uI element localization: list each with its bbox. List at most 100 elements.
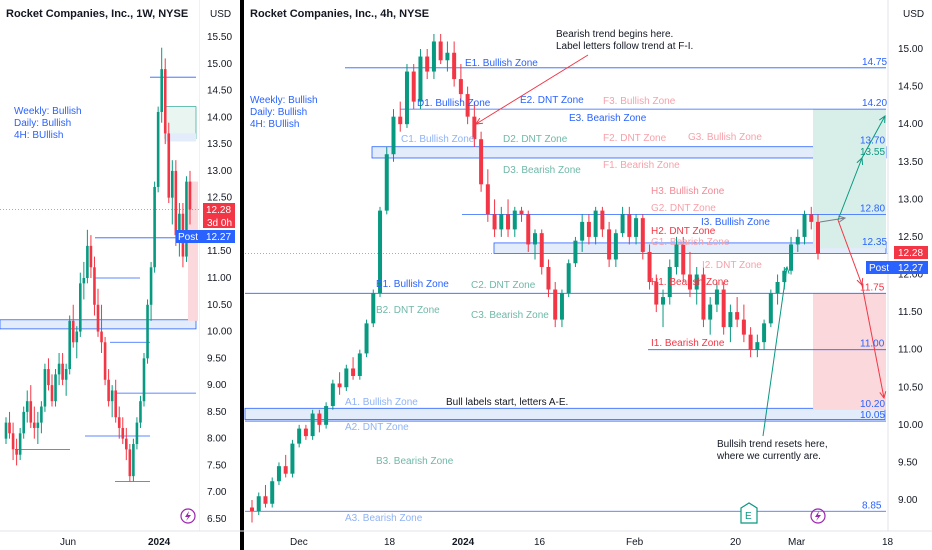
4h-candle (748, 327, 753, 358)
weekly-chart-pane[interactable]: Rocket Companies, Inc., 1W, NYSE Weekly:… (0, 0, 238, 531)
weekly-candle (40, 401, 43, 434)
4h-candle (546, 259, 551, 298)
4h-lightning-glyph (815, 511, 821, 521)
4h-zone-label-h2: H2. DNT Zone (651, 226, 716, 237)
weekly-candle-body (142, 358, 146, 402)
4h-candle-body (681, 244, 686, 275)
weekly-candle-body (188, 181, 192, 210)
weekly-candle-body (40, 406, 43, 423)
4h-level-value: 13.55 (860, 147, 885, 158)
4h-candle (330, 379, 335, 410)
4h-candle (438, 33, 443, 65)
4h-level-value: 14.20 (862, 98, 887, 109)
forecast-arrow-down-1 (837, 219, 863, 286)
4h-post-value: 12.27 (898, 263, 923, 274)
weekly-candle-body (15, 449, 18, 455)
bearish-note-arrow-head (475, 117, 484, 125)
weekly-candle (4, 417, 8, 445)
weekly-candle-body (100, 331, 103, 343)
4h-zone-label-i3: I3. Bullish Zone (701, 217, 770, 228)
4h-candle-body (465, 94, 470, 117)
4h-candle (418, 49, 423, 110)
weekly-candle (64, 363, 68, 396)
4h-candle-body (364, 323, 369, 354)
weekly-candle (29, 385, 33, 428)
weekly-post-value: 12.27 (206, 232, 231, 243)
weekly-y-tick: 12.50 (207, 193, 232, 204)
weekly-candle (36, 411, 40, 445)
weekly-price-axis[interactable] (200, 0, 238, 531)
weekly-candle-body (89, 245, 93, 268)
4h-candle (586, 214, 591, 245)
4h-candle (566, 259, 571, 298)
4h-chart-pane[interactable]: E1. Bullish Zone D1. Bullish Zone E2. DNT … (244, 0, 932, 531)
4h-candle-body (472, 116, 477, 140)
weekly-candle-body (156, 111, 160, 187)
weekly-candle (178, 203, 181, 257)
weekly-plot-area[interactable] (0, 0, 200, 531)
weekly-candle (25, 390, 29, 423)
4h-y-tick: 12.00 (898, 270, 923, 281)
forecast-arrow-down-2-head (879, 391, 887, 400)
4h-y-ticks: 15.00 14.50 14.00 13.50 13.00 12.50 12.00 11.50… (898, 44, 923, 506)
4h-zone-label-d3: D3. Bearish Zone (503, 165, 581, 176)
4h-candle (600, 206, 605, 237)
4h-candle-body (452, 52, 457, 80)
4h-zone-label-a3: A3. Bearish Zone (345, 513, 423, 524)
4h-candle (674, 236, 679, 275)
4h-plot-area[interactable] (245, 0, 888, 531)
4h-zone-label-g2: G2. DNT Zone (651, 203, 716, 214)
4h-candle-body (620, 214, 625, 234)
4h-candle-body (553, 289, 558, 320)
weekly-candle-body (107, 379, 110, 402)
weekly-lightning-glyph (185, 511, 191, 521)
4h-candle (297, 424, 302, 448)
4h-candle (512, 206, 517, 237)
weekly-candle-body (64, 369, 68, 380)
weekly-y-tick: 10.00 (207, 327, 232, 338)
weekly-note-daily: Daily: Bullish (14, 118, 71, 129)
4h-candle-body (607, 229, 612, 260)
weekly-y-tick: 14.00 (207, 112, 232, 123)
weekly-candle (128, 444, 132, 482)
weekly-target-zone (188, 181, 198, 321)
4h-candle (593, 206, 598, 245)
weekly-lightning-icon[interactable] (180, 508, 196, 524)
weekly-candle-body (135, 422, 139, 445)
earnings-marker[interactable]: E (740, 502, 758, 524)
weekly-y-tick: 14.50 (207, 86, 232, 97)
forecast-arrow-up-1 (837, 157, 863, 221)
weekly-candle-body (163, 69, 167, 134)
4h-candle-body (310, 413, 315, 437)
earnings-marker-label: E (745, 511, 752, 522)
weekly-candle (86, 229, 89, 284)
4h-candle-body (499, 214, 504, 230)
4h-candle (802, 210, 807, 245)
weekly-candle (43, 363, 47, 412)
weekly-note-weekly: Weekly: Bullish (14, 106, 82, 117)
weekly-candle-body (86, 245, 89, 278)
4h-candle-body (425, 56, 430, 72)
4h-zone-label-a1: A1. Bullish Zone (345, 397, 418, 408)
pane-divider[interactable] (240, 0, 244, 550)
4h-candle-body (378, 210, 383, 294)
4h-candle-body (782, 270, 787, 283)
4h-zone-label-g1: G1. Bearish Zone (651, 237, 730, 248)
weekly-candle (100, 304, 103, 353)
weekly-candle (11, 422, 15, 461)
weekly-candle-body (103, 342, 107, 380)
4h-candle-body (330, 383, 335, 407)
4h-candle (364, 319, 369, 358)
weekly-price-value: 12.28 (206, 205, 231, 216)
weekly-candle-body (25, 401, 29, 412)
forecast-arrow-up-2-head (879, 114, 886, 124)
4h-candle (357, 349, 362, 380)
weekly-y-tick: 8.50 (207, 407, 227, 418)
4h-candle (398, 101, 403, 132)
4h-lightning-icon[interactable] (810, 508, 826, 524)
4h-x-ticks: Dec 18 2024 16 Feb 20 Mar 18 (290, 537, 894, 548)
weekly-chart-title: Rocket Companies, Inc., 1W, NYSE (6, 8, 188, 20)
4h-candle-body (580, 221, 585, 241)
weekly-candle-body (171, 170, 174, 198)
weekly-x-tick: 2024 (148, 537, 171, 548)
